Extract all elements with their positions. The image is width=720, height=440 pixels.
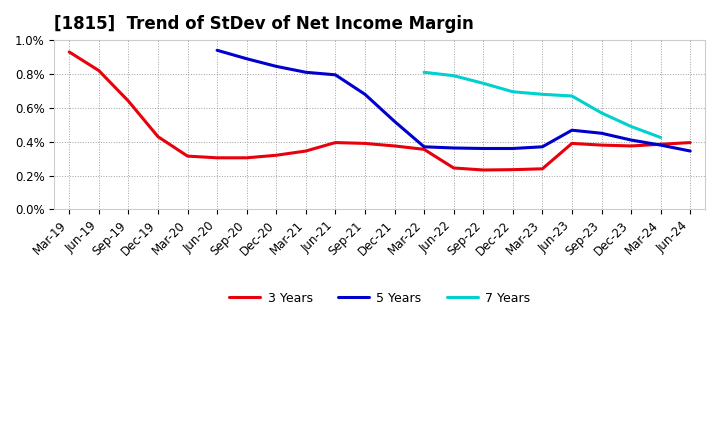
3 Years xyxy=(538,166,546,172)
5 Years xyxy=(657,143,665,148)
3 Years xyxy=(272,153,281,158)
7 Years xyxy=(508,89,517,95)
5 Years xyxy=(479,146,487,151)
5 Years xyxy=(449,145,458,150)
3 Years xyxy=(420,147,428,152)
3 Years xyxy=(124,99,132,104)
3 Years xyxy=(361,141,369,146)
3 Years xyxy=(657,142,665,147)
5 Years xyxy=(538,144,546,150)
5 Years xyxy=(213,48,222,53)
3 Years xyxy=(508,167,517,172)
5 Years xyxy=(361,92,369,97)
5 Years xyxy=(272,64,281,69)
5 Years xyxy=(420,144,428,150)
3 Years xyxy=(567,141,576,146)
7 Years xyxy=(538,92,546,97)
5 Years xyxy=(567,128,576,133)
5 Years xyxy=(302,70,310,75)
7 Years xyxy=(479,81,487,86)
5 Years xyxy=(597,131,606,136)
7 Years xyxy=(657,135,665,140)
3 Years xyxy=(65,49,73,55)
5 Years xyxy=(686,148,695,154)
3 Years xyxy=(243,155,251,161)
7 Years xyxy=(567,93,576,99)
3 Years xyxy=(597,143,606,148)
5 Years xyxy=(390,119,399,124)
Line: 5 Years: 5 Years xyxy=(217,50,690,151)
5 Years xyxy=(243,56,251,61)
3 Years xyxy=(213,155,222,161)
7 Years xyxy=(626,124,635,129)
3 Years xyxy=(390,143,399,149)
5 Years xyxy=(508,146,517,151)
Line: 7 Years: 7 Years xyxy=(424,72,661,137)
3 Years xyxy=(449,165,458,171)
3 Years xyxy=(331,140,340,145)
7 Years xyxy=(420,70,428,75)
Legend: 3 Years, 5 Years, 7 Years: 3 Years, 5 Years, 7 Years xyxy=(224,287,536,310)
7 Years xyxy=(597,110,606,116)
3 Years xyxy=(183,154,192,159)
5 Years xyxy=(331,72,340,77)
7 Years xyxy=(449,73,458,78)
Text: [1815]  Trend of StDev of Net Income Margin: [1815] Trend of StDev of Net Income Marg… xyxy=(55,15,474,33)
5 Years xyxy=(626,137,635,143)
3 Years xyxy=(686,140,695,145)
Line: 3 Years: 3 Years xyxy=(69,52,690,170)
3 Years xyxy=(479,167,487,172)
3 Years xyxy=(302,148,310,154)
3 Years xyxy=(153,134,162,139)
3 Years xyxy=(94,68,103,73)
3 Years xyxy=(626,143,635,149)
